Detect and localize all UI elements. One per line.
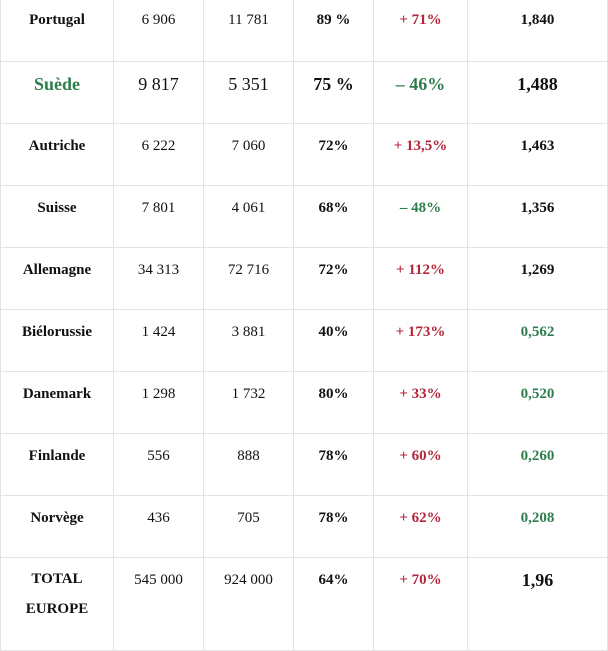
total-percentage: 64% [293, 557, 374, 651]
country-name: Biélorussie [0, 309, 114, 372]
percentage: 78% [293, 495, 374, 558]
index-value: 0,520 [467, 371, 608, 434]
percentage: 75 % [293, 61, 374, 124]
table-row: Suède 9 817 5 351 75 % – 46% 1,488 [0, 61, 608, 124]
total-label: TOTAL EUROPE [0, 557, 114, 651]
table-row: Danemark 1 298 1 732 80% + 33% 0,520 [0, 371, 608, 434]
value-2: 1 732 [203, 371, 294, 434]
value-2: 5 351 [203, 61, 294, 124]
table-row: Finlande 556 888 78% + 60% 0,260 [0, 433, 608, 496]
total-row: TOTAL EUROPE 545 000 924 000 64% + 70% 1… [0, 557, 608, 651]
total-change-value: + 70% [373, 557, 468, 651]
table-row: Portugal 6 906 11 781 89 % + 71% 1,840 [0, 0, 608, 62]
value-2: 72 716 [203, 247, 294, 310]
index-value: 1,269 [467, 247, 608, 310]
change-value: + 71% [373, 0, 468, 62]
value-1: 34 313 [113, 247, 204, 310]
value-1: 556 [113, 433, 204, 496]
country-name: Danemark [0, 371, 114, 434]
change-value: + 33% [373, 371, 468, 434]
change-value: + 112% [373, 247, 468, 310]
value-2: 4 061 [203, 185, 294, 248]
total-value-1: 545 000 [113, 557, 204, 651]
value-1: 1 298 [113, 371, 204, 434]
table-row: Biélorussie 1 424 3 881 40% + 173% 0,562 [0, 309, 608, 372]
index-value: 1,463 [467, 123, 608, 186]
percentage: 72% [293, 247, 374, 310]
percentage: 89 % [293, 0, 374, 62]
change-value: + 62% [373, 495, 468, 558]
percentage: 78% [293, 433, 374, 496]
change-value: – 48% [373, 185, 468, 248]
change-value: + 173% [373, 309, 468, 372]
change-value: + 60% [373, 433, 468, 496]
index-value: 1,488 [467, 61, 608, 124]
table-row: Suisse 7 801 4 061 68% – 48% 1,356 [0, 185, 608, 248]
value-2: 7 060 [203, 123, 294, 186]
value-1: 436 [113, 495, 204, 558]
percentage: 72% [293, 123, 374, 186]
total-label-line2: EUROPE [25, 601, 89, 617]
country-name: Suisse [0, 185, 114, 248]
value-1: 9 817 [113, 61, 204, 124]
country-name: Suède [0, 61, 114, 124]
table-row: Allemagne 34 313 72 716 72% + 112% 1,269 [0, 247, 608, 310]
percentage: 80% [293, 371, 374, 434]
value-2: 705 [203, 495, 294, 558]
value-2: 888 [203, 433, 294, 496]
country-name: Norvège [0, 495, 114, 558]
country-name: Finlande [0, 433, 114, 496]
percentage: 68% [293, 185, 374, 248]
value-2: 11 781 [203, 0, 294, 62]
index-value: 0,562 [467, 309, 608, 372]
value-1: 1 424 [113, 309, 204, 372]
table-row: Norvège 436 705 78% + 62% 0,208 [0, 495, 608, 558]
value-1: 6 906 [113, 0, 204, 62]
total-label-line1: TOTAL [31, 571, 83, 587]
change-value: – 46% [373, 61, 468, 124]
value-1: 6 222 [113, 123, 204, 186]
country-name: Portugal [0, 0, 114, 62]
value-1: 7 801 [113, 185, 204, 248]
total-index-value: 1,96 [467, 557, 608, 651]
table-row: Autriche 6 222 7 060 72% + 13,5% 1,463 [0, 123, 608, 186]
country-name: Allemagne [0, 247, 114, 310]
percentage: 40% [293, 309, 374, 372]
value-2: 3 881 [203, 309, 294, 372]
index-value: 0,208 [467, 495, 608, 558]
index-value: 1,356 [467, 185, 608, 248]
change-value: + 13,5% [373, 123, 468, 186]
index-value: 1,840 [467, 0, 608, 62]
total-value-2: 924 000 [203, 557, 294, 651]
country-name: Autriche [0, 123, 114, 186]
index-value: 0,260 [467, 433, 608, 496]
